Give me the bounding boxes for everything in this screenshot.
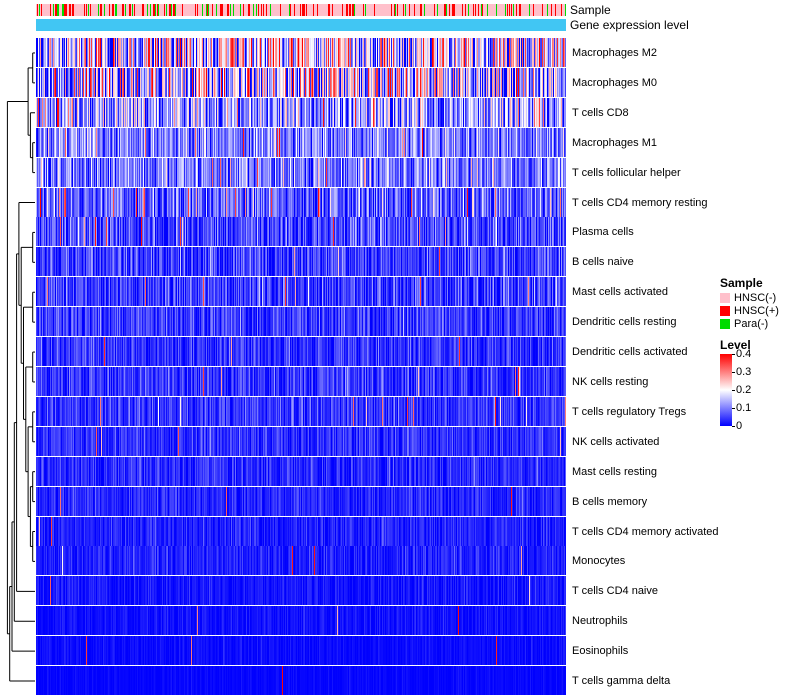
row-label: Mast cells activated (572, 286, 668, 299)
legend-item-label: HNSC(-) (734, 292, 777, 304)
row-label: T cells CD4 memory resting (572, 196, 708, 209)
row-label: Dendritic cells resting (572, 316, 677, 329)
row-label: Plasma cells (572, 226, 634, 239)
sample-annotation-track (36, 4, 566, 16)
row-label: Neutrophils (572, 615, 628, 628)
row-label: Mast cells resting (572, 465, 657, 478)
level-tick-mark (732, 426, 735, 427)
level-tick-mark (732, 354, 735, 355)
row-label: T cells follicular helper (572, 166, 681, 179)
row-label: NK cells resting (572, 375, 649, 388)
row-label: Macrophages M2 (572, 46, 657, 59)
legend-sample-items: HNSC(-) HNSC(+) Para(-) (720, 292, 798, 330)
legend: Sample HNSC(-) HNSC(+) Para(-) Level 0.4 0.… (720, 276, 798, 432)
level-tick-label: 0.2 (736, 384, 752, 396)
row-label: NK cells activated (572, 435, 660, 448)
legend-sample-item: HNSC(-) (720, 292, 798, 304)
legend-swatch (720, 319, 730, 329)
level-tick-mark (732, 390, 735, 391)
level-tick-mark (732, 372, 735, 373)
row-label: Dendritic cells activated (572, 346, 688, 359)
row-label: Macrophages M1 (572, 136, 657, 149)
sample-track-label: Sample (570, 3, 611, 17)
level-tick-label: 0.4 (736, 348, 752, 360)
row-label: B cells naive (572, 256, 634, 269)
legend-item-label: Para(-) (734, 318, 769, 330)
legend-sample-item: HNSC(+) (720, 305, 798, 317)
legend-level-title: Level (720, 338, 751, 352)
legend-sample-item: Para(-) (720, 318, 798, 330)
level-tick-label: 0 (736, 420, 743, 432)
level-tick-mark (732, 408, 735, 409)
row-dendrogram (6, 52, 35, 682)
legend-sample-title: Sample (720, 276, 763, 290)
legend-level-block: Level 0.4 0.3 0.2 0.1 0 (720, 338, 798, 432)
row-label: T cells CD4 memory activated (572, 525, 719, 538)
gene-expression-track-label: Gene expression level (570, 18, 689, 32)
row-label: Eosinophils (572, 645, 629, 658)
legend-item-label: HNSC(+) (734, 305, 779, 317)
row-label: T cells CD4 naive (572, 585, 658, 598)
level-colorbar (720, 354, 732, 426)
level-tick-label: 0.1 (736, 402, 752, 414)
heatmap-canvas (36, 38, 566, 696)
legend-swatch (720, 306, 730, 316)
row-label: B cells memory (572, 495, 648, 508)
row-label: Monocytes (572, 555, 626, 568)
legend-swatch (720, 293, 730, 303)
level-tick-label: 0.3 (736, 366, 752, 378)
row-label: Macrophages M0 (572, 76, 657, 89)
row-label: T cells regulatory Tregs (572, 405, 687, 418)
gene-expression-track (36, 19, 566, 31)
row-label: T cells CD8 (572, 106, 629, 119)
row-label: T cells gamma delta (572, 675, 671, 688)
